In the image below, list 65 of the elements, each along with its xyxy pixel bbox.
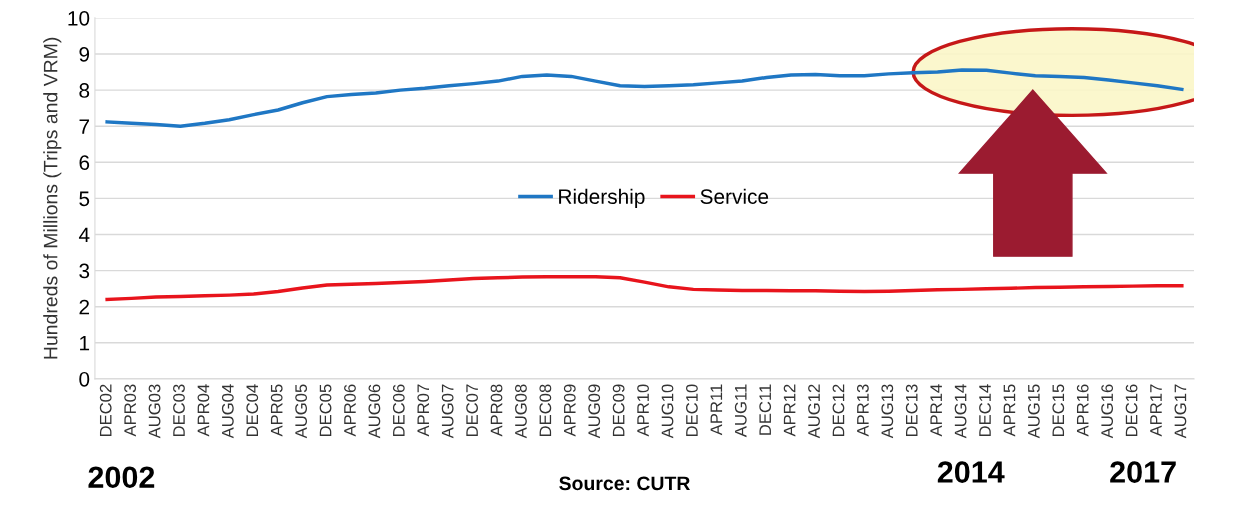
x-tick-label: DEC14 <box>979 384 991 437</box>
x-tick-label: APR09 <box>563 384 576 437</box>
x-tick-label: AUG16 <box>1101 384 1114 439</box>
y-tick-label: 0 <box>79 371 90 387</box>
y-tick-label: 8 <box>79 83 90 98</box>
x-tick-label: APR11 <box>710 384 723 436</box>
x-tick-label: AUG04 <box>221 384 234 439</box>
x-tick-label: DEC10 <box>686 384 698 437</box>
y-tick-label: 10 <box>68 10 90 26</box>
x-tick-label: DEC12 <box>832 384 845 437</box>
x-tick-label: APR15 <box>1003 384 1016 437</box>
x-tick-label: APR12 <box>783 384 796 437</box>
y-tick-label: 3 <box>79 263 90 279</box>
x-tick-label: DEC16 <box>1125 384 1138 437</box>
x-tick-label: AUG17 <box>1174 384 1187 439</box>
x-tick-label: APR07 <box>417 384 430 437</box>
y-tick-label: 5 <box>79 191 90 207</box>
x-tick-label: AUG08 <box>515 384 527 439</box>
x-tick-label: DEC02 <box>99 384 112 437</box>
x-tick-label: APR08 <box>490 384 503 437</box>
y-axis-title: Hundreds of Millions (Trips and VRM) <box>43 37 62 359</box>
x-tick-label: AUG15 <box>1027 384 1040 439</box>
line-series <box>105 274 1184 302</box>
x-tick-label: DEC11 <box>759 384 772 435</box>
x-tick-label: APR17 <box>1150 384 1162 437</box>
x-tick-label: APR16 <box>1076 384 1089 437</box>
x-tick-label: APR10 <box>637 384 649 437</box>
x-tick-label: APR03 <box>124 384 137 437</box>
text: 2014 <box>937 461 1005 483</box>
x-tick-label: DEC08 <box>539 384 552 437</box>
legend-label: Service <box>700 188 769 204</box>
x-tick-label: APR06 <box>344 384 356 437</box>
x-tick-label: AUG10 <box>661 384 674 439</box>
x-tick-label: AUG07 <box>441 384 454 439</box>
x-tick-label: AUG14 <box>954 384 967 439</box>
x-tick-label: APR05 <box>270 384 283 437</box>
x-tick-label: AUG11 <box>734 384 747 438</box>
x-tick-label: APR04 <box>197 384 210 437</box>
y-tick-label: 1 <box>80 336 90 351</box>
x-tick-label: DEC05 <box>319 384 332 437</box>
x-tick-label: DEC06 <box>392 384 405 437</box>
x-tick-label: DEC03 <box>173 384 185 437</box>
y-tick-label: 4 <box>78 227 90 243</box>
text: 2017 <box>1110 461 1176 483</box>
x-tick-label: DEC04 <box>246 384 259 437</box>
legend-label: Ridership <box>559 188 645 209</box>
y-tick-label: 7 <box>79 119 90 134</box>
x-tick-label: DEC07 <box>466 384 478 437</box>
x-tick-label: DEC13 <box>905 384 918 437</box>
x-tick-label: DEC09 <box>612 384 625 437</box>
y-tick-label: 2 <box>79 299 90 315</box>
x-tick-label: AUG12 <box>808 384 820 439</box>
x-tick-label: AUG13 <box>881 384 894 439</box>
line-series <box>105 68 1184 128</box>
x-tick-label: APR14 <box>930 384 942 437</box>
y-tick-label: 6 <box>79 155 90 171</box>
text: 2002 <box>88 466 155 489</box>
y-tick-label: 9 <box>79 47 90 62</box>
x-tick-label: DEC15 <box>1052 384 1065 437</box>
x-tick-label: AUG05 <box>295 384 308 439</box>
x-tick-label: APR13 <box>856 384 869 437</box>
x-tick-label: AUG06 <box>368 384 381 439</box>
x-tick-label: AUG03 <box>148 384 161 439</box>
source-note: Source: CUTR <box>559 476 690 491</box>
x-tick-label: AUG09 <box>588 384 601 439</box>
